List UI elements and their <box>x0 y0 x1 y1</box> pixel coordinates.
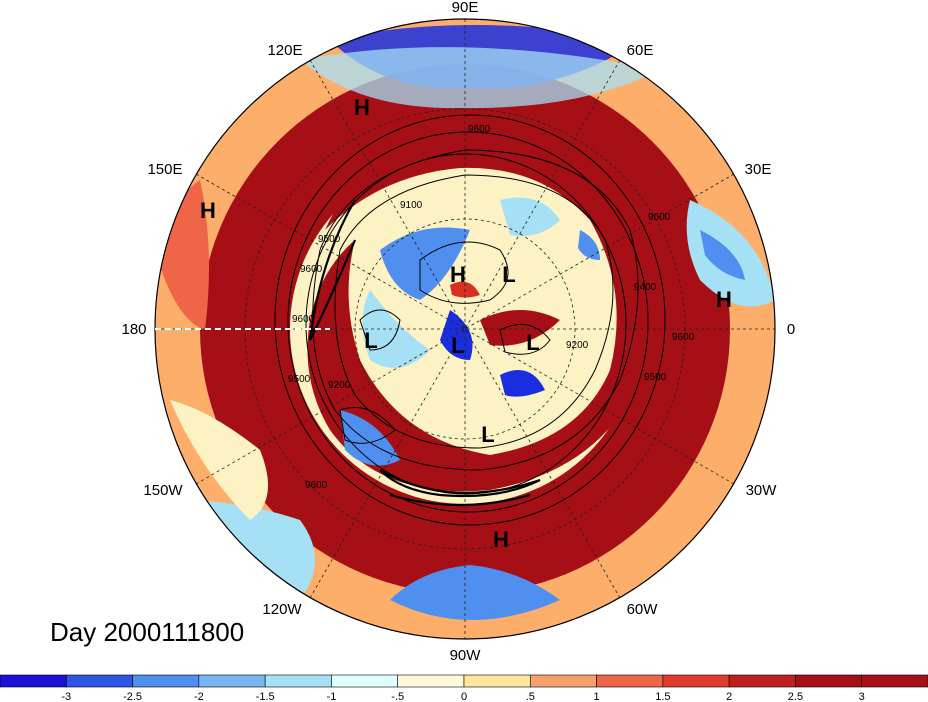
colorbar-tick-label: 2 <box>726 691 732 702</box>
timestamp-label: Day 2000111800 <box>50 617 245 647</box>
high-pressure-marker: H <box>200 198 216 223</box>
low-pressure-marker: L <box>502 262 515 287</box>
colorbar-box <box>65 674 133 688</box>
colorbar-tick-label: .5 <box>526 691 535 702</box>
contour-label: 9600 <box>292 314 315 325</box>
contour-label: 9600 <box>305 480 328 491</box>
anomaly-inner-blue-4 <box>500 370 545 397</box>
colorbar-box <box>795 674 863 688</box>
jet-contours <box>308 199 541 507</box>
colorbar-box <box>132 674 200 688</box>
high-pressure-marker: H <box>354 95 370 120</box>
height-contours <box>274 114 666 526</box>
anomaly-inner-blue-2 <box>440 310 473 360</box>
anomaly-inner-blue-3 <box>340 410 400 466</box>
lon-label-60e: 60E <box>627 42 654 59</box>
lon-label-90e: 90E <box>452 0 479 16</box>
contour-label: 9500 <box>318 234 341 245</box>
low-pressure-marker: L <box>481 422 494 447</box>
contour-label: 9100 <box>400 200 423 211</box>
colorbar-tick-label: -3 <box>61 691 71 702</box>
colorbar-box <box>728 674 796 688</box>
lon-label-150w: 150W <box>143 482 183 499</box>
colorbar-box <box>463 674 531 688</box>
colorbar-tick-label: 0 <box>461 691 467 702</box>
anomaly-blue-ne <box>700 230 745 280</box>
lon-label-30w: 30W <box>746 482 778 499</box>
colorbar-box <box>662 674 730 688</box>
colorbar-tick-label: -1 <box>327 691 337 702</box>
high-pressure-marker: H <box>493 527 509 552</box>
contour-label: 9200 <box>328 380 351 391</box>
contour-label: 9600 <box>468 124 491 135</box>
contour-label: 9200 <box>566 340 589 351</box>
colorbar-box <box>861 674 928 688</box>
colorbar-tick-label: 1 <box>594 691 600 702</box>
contour-label: 9600 <box>672 332 695 343</box>
lon-label-120w: 120W <box>262 601 302 618</box>
anomaly-cream-sw <box>170 400 268 520</box>
colorbar: -3 -2.5 -2 -1.5 -1 -.5 0 .5 1 1.5 2 2.5 3 <box>0 674 928 702</box>
colorbar-box <box>0 674 67 688</box>
contour-label: 9500 <box>288 374 311 385</box>
colorbar-box <box>264 674 332 688</box>
high-pressure-marker: H <box>450 262 466 287</box>
contour-label: 9600 <box>648 212 671 223</box>
colorbar-box <box>198 674 266 688</box>
lon-label-90w: 90W <box>450 647 482 664</box>
lon-label-60w: 60W <box>627 601 659 618</box>
contour-label: 9600 <box>300 264 323 275</box>
graticule <box>155 19 775 639</box>
anomaly-lightblue-north <box>300 47 660 109</box>
colorbar-box <box>397 674 465 688</box>
lon-label-30e: 30E <box>745 161 772 178</box>
anomaly-inner-red-spot <box>480 310 560 346</box>
high-pressure-marker: H <box>716 287 732 312</box>
colorbar-box <box>331 674 399 688</box>
colorbar-tick-label: 2.5 <box>788 691 803 702</box>
contour-label: 9500 <box>644 372 667 383</box>
colorbar-box <box>529 674 597 688</box>
polar-map: 9600 9100 9600 9500 9600 9500 9200 9600 … <box>121 0 795 664</box>
contour-label-group: 9600 9100 9600 9500 9600 9500 9200 9600 … <box>288 124 695 491</box>
low-pressure-marker: L <box>364 328 377 353</box>
colorbar-tick-label: 1.5 <box>655 691 670 702</box>
low-pressure-marker: L <box>526 330 539 355</box>
colorbar-tick-label: -1.5 <box>256 691 275 702</box>
contour-label: 9400 <box>634 282 657 293</box>
colorbar-tick-label: 3 <box>859 691 865 702</box>
lon-label-180: 180 <box>121 321 146 338</box>
colorbar-tick-label: -2.5 <box>123 691 142 702</box>
lon-label-150e: 150E <box>147 161 182 178</box>
colorbar-tick-label: -.5 <box>391 691 404 702</box>
lon-label-0: 0 <box>787 321 795 338</box>
colorbar-tick-label: -2 <box>194 691 204 702</box>
colorbar-box <box>596 674 664 688</box>
anomaly-blue-south <box>390 565 560 620</box>
low-pressure-marker: L <box>451 333 464 358</box>
anomaly-field: 9600 9100 9600 9500 9600 9500 9200 9600 … <box>155 19 775 639</box>
lon-label-120e: 120E <box>267 42 302 59</box>
anomaly-inner-lightblue-3 <box>578 230 600 260</box>
